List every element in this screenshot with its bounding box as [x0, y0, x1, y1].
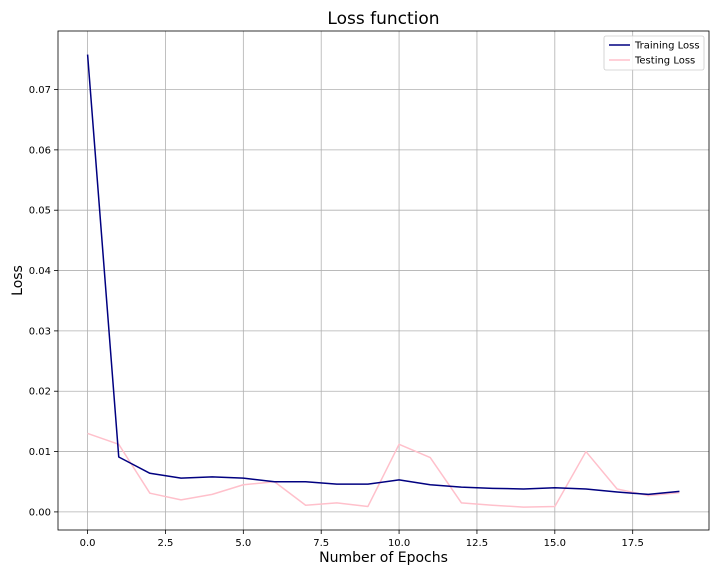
x-tick-label: 5.0 — [235, 538, 251, 549]
y-tick-label: 0.04 — [29, 266, 51, 277]
x-tick-label: 10.0 — [388, 538, 410, 549]
legend-label: Training Loss — [634, 41, 700, 52]
grid — [58, 31, 709, 530]
plot-frame — [57, 30, 710, 531]
testing-loss-line — [87, 432, 680, 508]
y-tick-label: 0.06 — [29, 145, 51, 156]
y-tick-label: 0.07 — [29, 85, 51, 96]
x-tick-label: 0.0 — [80, 538, 96, 549]
y-tick-label: 0.02 — [29, 387, 51, 398]
chart-title: Loss function — [327, 9, 439, 29]
x-axis-title: Number of Epochs — [319, 550, 448, 566]
y-axis-title: Loss — [10, 265, 26, 296]
y-tick-label: 0.00 — [29, 507, 51, 518]
y-tick-label: 0.01 — [29, 447, 51, 458]
series-lines — [86, 54, 680, 508]
x-tick-label: 7.5 — [313, 538, 329, 549]
y-tick-label: 0.03 — [29, 326, 51, 337]
axis-ticks: 0.0 2.5 5.0 7.5 10.0 12.5 15.0 17.5 0.00 0.01 0.02… — [29, 85, 644, 549]
legend: Training Loss Testing Loss — [603, 35, 705, 71]
x-tick-label: 2.5 — [158, 538, 174, 549]
legend-label: Testing Loss — [634, 56, 695, 67]
y-tick-label: 0.05 — [29, 206, 51, 217]
training-loss-line — [86, 54, 680, 496]
x-tick-label: 15.0 — [544, 538, 566, 549]
x-tick-label: 17.5 — [622, 538, 644, 549]
x-tick-label: 12.5 — [466, 538, 488, 549]
